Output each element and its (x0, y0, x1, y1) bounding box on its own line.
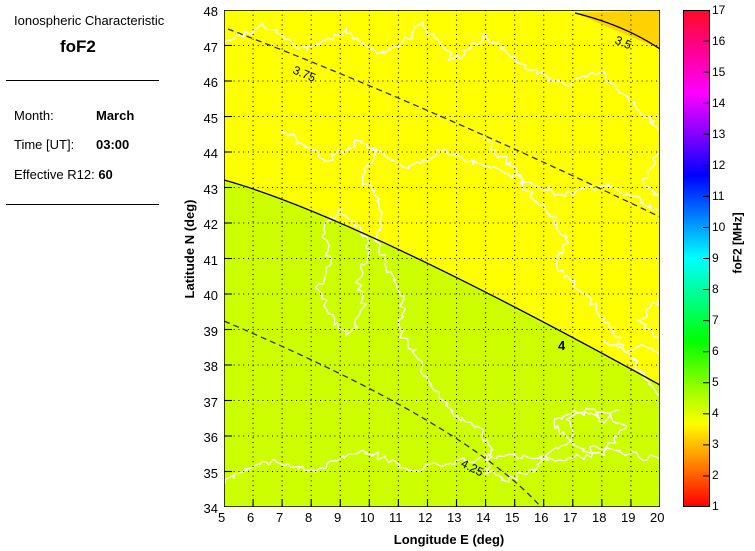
svg-text:4: 4 (558, 338, 566, 353)
